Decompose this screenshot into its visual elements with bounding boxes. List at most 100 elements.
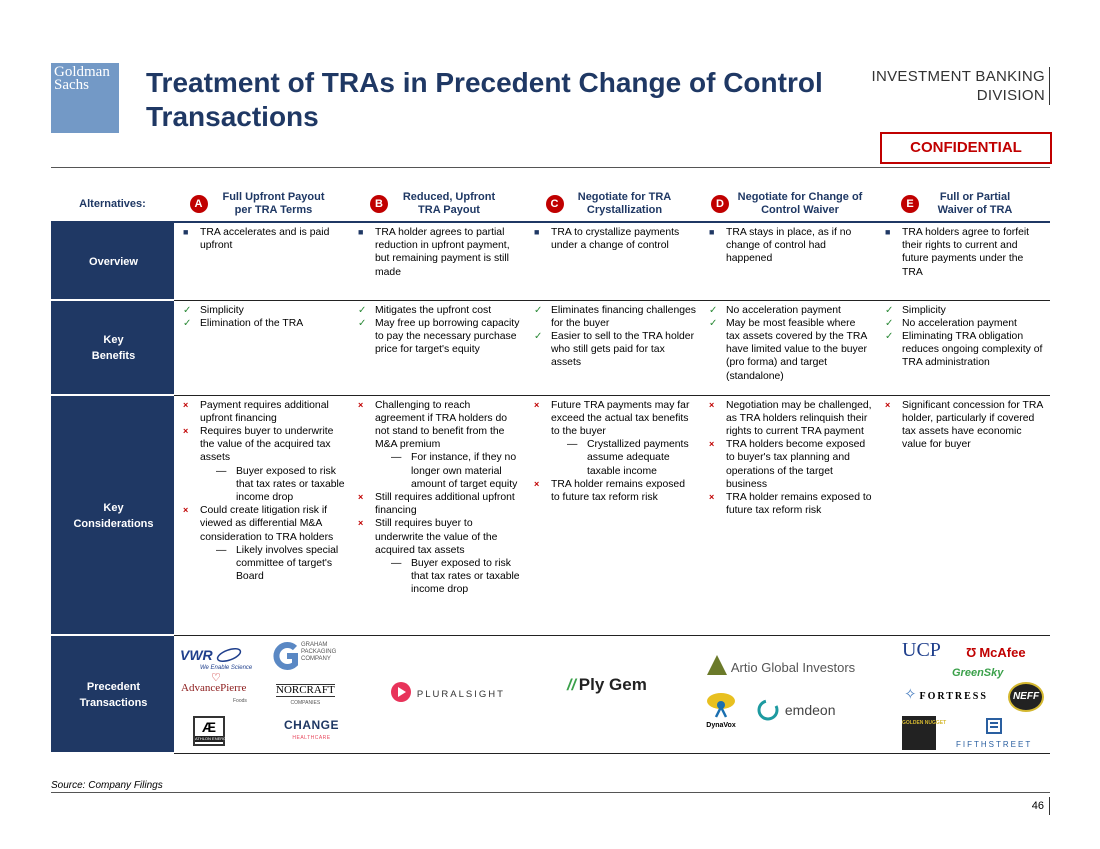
greensky-logo: GreenSky [952, 666, 1004, 679]
sub-bullet-text: Buyer exposed to risk that tax rates or … [236, 465, 345, 503]
bullet-list: ✓ Eliminates financing challenges for the… [531, 304, 696, 370]
ucp-logo: UCP [902, 638, 941, 661]
bullet-list: ✓ Mitigates the upfront cost ✓ May free up … [355, 304, 521, 357]
bullet-text: Requires buyer to underwrite the value o… [200, 425, 334, 464]
alternatives-table: Alternatives: A Full Upfront Payout per T… [51, 186, 1050, 754]
row-label: Key Benefits [51, 300, 174, 396]
square-bullet-icon: ■ [183, 227, 189, 237]
fortress-logo: ✧ FORTRESS [904, 685, 988, 703]
sub-bullet-text: Likely involves special committee of tar… [236, 544, 339, 583]
table-row-overview: Overview ■ TRA accelerates and is paid up… [51, 222, 1050, 301]
bullet-text: Could create litigation risk if viewed a… [200, 505, 334, 543]
bullet-item: ✓ No acceleration payment [706, 304, 872, 317]
check-icon: ✓ [709, 304, 718, 316]
check-icon: ✓ [183, 304, 192, 316]
square-bullet-icon: ■ [885, 227, 891, 237]
bullet-item: ✓ Mitigates the upfront cost [355, 304, 521, 317]
bullet-list: × Payment requires additional upfront fin… [180, 399, 345, 584]
table-cell: ✓ Mitigates the upfront cost ✓ May free up … [349, 300, 525, 396]
bullet-list: ✓ Simplicity ✓ No acceleration payment ✓ Elim… [882, 304, 1046, 370]
bullet-text: Payment requires additional upfront fina… [200, 399, 329, 424]
bullet-text: Still requires buyer to underwrite the v… [375, 518, 498, 556]
graham-packaging-logo: GRAHAM PACKAGING COMPANY [273, 642, 336, 670]
sub-bullet: — Crystallized payments assume adequate t… [567, 438, 696, 478]
column-header-b: B Reduced, Upfront TRA Payout [349, 186, 525, 223]
letter-badge: C [545, 194, 564, 213]
bullet-text: No acceleration payment [902, 317, 1017, 329]
square-bullet-icon: ■ [534, 227, 540, 237]
precedent-logos-c: // Ply Gem [525, 635, 700, 754]
page-title: Treatment of TRAs in Precedent Change of… [146, 67, 823, 132]
bullet-text: Elimination of the TRA [200, 317, 304, 329]
bullet-text: TRA accelerates and is paid upfront [200, 227, 330, 252]
precedent-logos-e: UCP Ʊ McAfee GreenSky ✧ FORTRESS NEFF [876, 635, 1050, 754]
sub-bullet: — Buyer exposed to risk that tax rates or… [391, 557, 521, 597]
bullet-text: Significant concession for TRA holder, p… [902, 399, 1043, 451]
advancepierre-logo: ♡ AdvancePierre Foods [181, 671, 247, 704]
cross-icon: × [709, 491, 715, 502]
bullet-text: TRA stays in place, as if no change of c… [726, 227, 852, 265]
bullet-list: ■ TRA stays in place, as if no change of … [706, 226, 872, 266]
goldman-sachs-logo: Goldman Sachs [51, 63, 119, 133]
sub-bullet: — Likely involves special committee of ta… [216, 544, 345, 584]
alternatives-label: Alternatives: [51, 186, 174, 223]
bullet-text: No acceleration payment [726, 304, 841, 316]
letter-badge: E [901, 194, 919, 213]
column-header-e: E Full or Partial Waiver of TRA [876, 186, 1050, 223]
bullet-list: ■ TRA to crystallize payments under a cha… [531, 226, 696, 252]
bullet-item: ✓ Eliminating TRA obligation reduces ongo… [882, 330, 1046, 370]
bullet-item: ■ TRA to crystallize payments under a cha… [531, 226, 696, 252]
golden-nugget-logo: GOLDEN NUGGET [902, 715, 946, 750]
dash-icon: — [391, 557, 402, 569]
check-icon: ✓ [183, 317, 192, 329]
bullet-text: Eliminates financing challenges for the … [551, 304, 696, 329]
table-row-considerations: Key Considerations × Payment requires add… [51, 395, 1050, 636]
norcraft-logo: NORCRAFT COMPANIES [276, 683, 335, 706]
bullet-item: × TRA holder remains exposed to future ta… [531, 478, 696, 504]
table-row-precedents: Precedent Transactions VWR We Enable Sci… [51, 635, 1050, 754]
bullet-text: TRA holders agree to forfeit their right… [902, 227, 1030, 278]
bullet-text: TRA holders become exposed to buyer's ta… [726, 439, 866, 490]
check-icon: ✓ [885, 317, 894, 329]
bullet-text: Still requires additional upfront financ… [375, 491, 515, 517]
table-cell: ■ TRA accelerates and is paid upfront [174, 222, 349, 301]
table-cell: ✓ No acceleration payment ✓ May be most fea… [700, 300, 876, 396]
bullet-item: ■ TRA holders agree to forfeit their righ… [882, 226, 1046, 279]
check-icon: ✓ [358, 317, 367, 329]
bullet-item: ✓ Eliminates financing challenges for the… [531, 304, 696, 330]
fifthstreet-logo: FIFTHSTREET [956, 717, 1032, 751]
bullet-text: TRA holder remains exposed to future tax… [551, 478, 685, 503]
artio-logo: Artio Global Investors [706, 654, 855, 676]
column-header-a: A Full Upfront Payout per TRA Terms [174, 186, 349, 223]
letter-badge: B [370, 194, 388, 213]
column-header-d: D Negotiate for Change of Control Waiver [700, 186, 876, 223]
source-note: Source: Company Filings [51, 780, 163, 791]
table-cell: ✓ Simplicity ✓ Elimination of the TRA [174, 300, 349, 396]
sub-bullet-text: Crystallized payments assume adequate ta… [587, 439, 689, 477]
bullet-item: ■ TRA holder agrees to partial reduction … [355, 226, 521, 279]
cross-icon: × [358, 518, 364, 529]
bullet-item: ✓ Easier to sell to the TRA holder who st… [531, 330, 696, 370]
row-label: Key Considerations [51, 395, 174, 636]
bullet-item: × Could create litigation risk if viewed … [180, 504, 345, 583]
check-icon: ✓ [885, 330, 894, 342]
row-label: Precedent Transactions [51, 635, 174, 754]
bullet-list: ■ TRA holder agrees to partial reduction … [355, 226, 521, 279]
check-icon: ✓ [534, 304, 543, 316]
check-icon: ✓ [534, 330, 543, 342]
bullet-list: ■ TRA accelerates and is paid upfront [180, 226, 345, 252]
bullet-item: × TRA holders become exposed to buyer's t… [706, 438, 872, 491]
cross-icon: × [534, 399, 540, 410]
letter-badge: A [189, 194, 208, 213]
sub-bullet: — Buyer exposed to risk that tax rates or… [216, 465, 345, 505]
plygem-logo: // Ply Gem [567, 674, 647, 694]
bullet-text: Easier to sell to the TRA holder who sti… [551, 330, 695, 369]
footer-divider [51, 792, 1050, 793]
bullet-list: × Significant concession for TRA holder, … [882, 399, 1046, 452]
table-cell: × Negotiation may be challenged, as TRA h… [700, 395, 876, 636]
bullet-text: Future TRA payments may far exceed the a… [551, 399, 690, 437]
dash-icon: — [216, 544, 227, 556]
bullet-item: × Negotiation may be challenged, as TRA h… [706, 399, 872, 439]
cross-icon: × [709, 439, 715, 450]
table-header-row: Alternatives: A Full Upfront Payout per T… [51, 186, 1050, 223]
